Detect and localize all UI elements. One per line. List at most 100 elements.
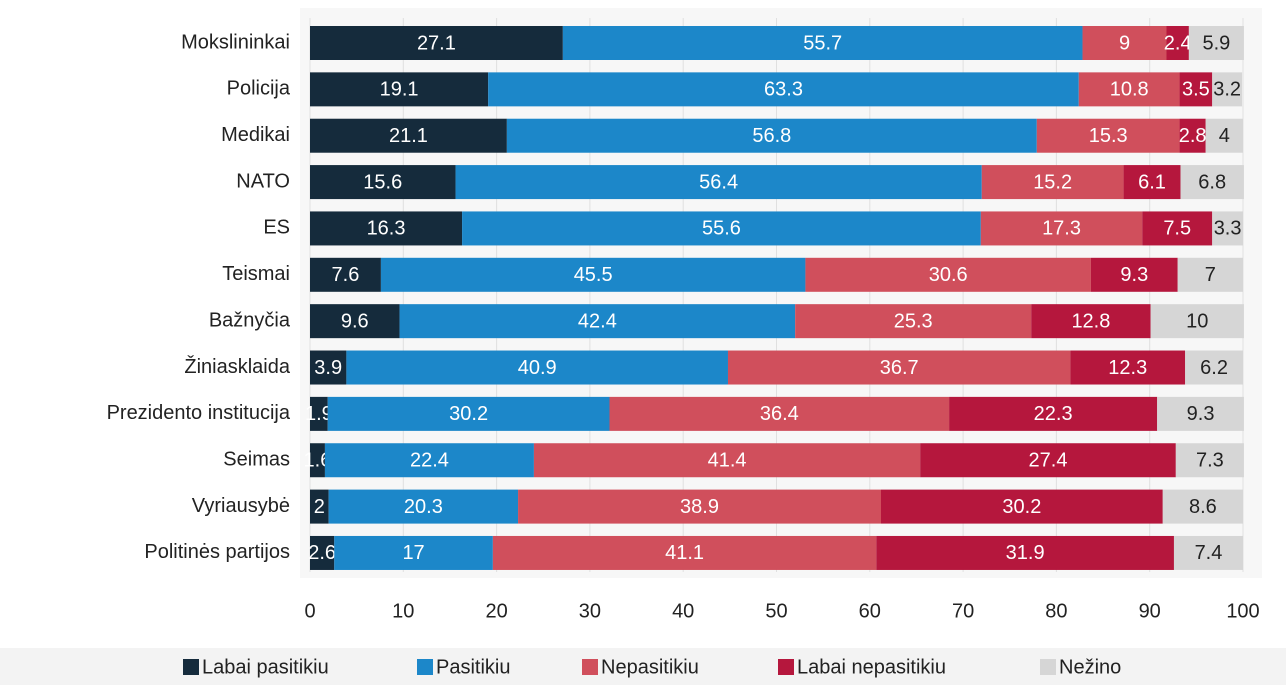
x-tick-label: 0	[304, 600, 315, 622]
bar-segment	[310, 165, 456, 200]
data-label: 2.4	[1164, 32, 1192, 54]
data-label: 3.2	[1213, 79, 1241, 101]
x-tick-label: 50	[765, 600, 787, 622]
y-tick-label: Medikai	[221, 124, 290, 146]
data-label: 56.4	[699, 171, 738, 193]
data-label: 7.4	[1195, 542, 1223, 564]
bar-segment	[328, 489, 519, 524]
y-tick-label: Politinės partijos	[144, 541, 290, 563]
bar-segment	[1173, 535, 1243, 570]
bar-segment	[1175, 443, 1244, 478]
data-label: 55.6	[702, 218, 741, 240]
data-label: 41.4	[708, 450, 747, 472]
y-tick-label: Policija	[227, 78, 291, 100]
bar-segment	[949, 396, 1158, 431]
bar-segment	[310, 350, 347, 385]
bar-segment	[324, 443, 534, 478]
data-label: 63.3	[764, 79, 803, 101]
data-label: 8.6	[1189, 496, 1217, 518]
data-label: 2	[314, 496, 325, 518]
data-label: 15.3	[1089, 125, 1128, 147]
data-label: 30.2	[1002, 496, 1041, 518]
data-label: 6.2	[1200, 357, 1228, 379]
bar-segment	[1090, 257, 1178, 292]
legend-label: Nepasitikiu	[601, 656, 699, 678]
data-label: 19.1	[380, 79, 419, 101]
bar-segment	[346, 350, 728, 385]
data-label: 3.9	[314, 357, 342, 379]
legend-label: Pasitikiu	[436, 656, 510, 678]
legend-label: Labai pasitikiu	[202, 656, 329, 678]
bar-segment	[1162, 489, 1243, 524]
data-label: 10.8	[1110, 79, 1149, 101]
y-tick-label: Teismai	[222, 263, 290, 285]
data-label: 1.6	[304, 450, 332, 472]
data-label: 55.7	[803, 32, 842, 54]
data-label: 7.3	[1196, 450, 1224, 472]
data-label: 7.5	[1163, 218, 1191, 240]
data-label: 56.8	[752, 125, 791, 147]
data-label: 25.3	[894, 310, 933, 332]
bar-segment	[1185, 350, 1243, 385]
data-label: 36.4	[760, 403, 799, 425]
bar-segment	[1166, 26, 1189, 60]
bar-segment	[1142, 211, 1213, 246]
legend-background	[0, 648, 1286, 685]
y-tick-label: ES	[263, 217, 290, 239]
data-label: 9.3	[1187, 403, 1215, 425]
legend-swatch	[778, 659, 794, 675]
data-label: 41.1	[665, 542, 704, 564]
y-tick-label: Seimas	[223, 449, 290, 471]
data-label: 36.7	[880, 357, 919, 379]
y-tick-label: Žiniasklaida	[184, 355, 290, 378]
bar-segment	[727, 350, 1071, 385]
data-label: 10	[1186, 310, 1208, 332]
bar-segment	[310, 443, 325, 478]
data-label: 42.4	[578, 310, 617, 332]
data-label: 4	[1219, 125, 1230, 147]
legend-swatch	[183, 659, 199, 675]
data-label: 22.3	[1034, 403, 1073, 425]
data-label: 22.4	[410, 450, 449, 472]
data-label: 40.9	[518, 357, 557, 379]
bar-segment	[310, 118, 507, 153]
bar-segment	[399, 304, 796, 339]
bar-segment	[1036, 118, 1180, 153]
data-label: 12.3	[1108, 357, 1147, 379]
data-label: 20.3	[404, 496, 443, 518]
data-label: 2.6	[308, 542, 336, 564]
data-label: 9.3	[1120, 264, 1148, 286]
x-tick-label: 60	[859, 600, 881, 622]
bar-segment	[334, 535, 493, 570]
data-label: 16.3	[367, 218, 406, 240]
bar-segment	[518, 489, 881, 524]
data-label: 7	[1205, 264, 1216, 286]
x-tick-label: 10	[392, 600, 414, 622]
bar-segment	[1150, 304, 1244, 339]
data-label: 9.6	[341, 310, 369, 332]
bar-segment	[310, 396, 328, 431]
legend-swatch	[1040, 659, 1056, 675]
data-label: 7.6	[332, 264, 360, 286]
y-tick-label: Vyriausybė	[192, 495, 290, 517]
data-label: 17	[402, 542, 424, 564]
bar-segment	[609, 396, 950, 431]
data-label: 3.5	[1182, 79, 1210, 101]
bar-segment	[1179, 118, 1206, 153]
legend-swatch	[582, 659, 598, 675]
bar-segment	[310, 72, 489, 107]
bar-segment	[805, 257, 1091, 292]
data-label: 30.2	[449, 403, 488, 425]
data-label: 2.8	[1179, 125, 1207, 147]
data-label: 17.3	[1042, 218, 1081, 240]
bar-segment	[310, 304, 400, 339]
x-tick-label: 40	[672, 600, 694, 622]
bar-segment	[920, 443, 1176, 478]
bar-segment	[488, 72, 1079, 107]
bar-segment	[562, 26, 1083, 60]
bar-segment	[380, 257, 806, 292]
bar-segment	[1078, 72, 1180, 107]
data-label: 6.1	[1138, 171, 1166, 193]
data-label: 30.6	[929, 264, 968, 286]
x-tick-label: 80	[1045, 600, 1067, 622]
